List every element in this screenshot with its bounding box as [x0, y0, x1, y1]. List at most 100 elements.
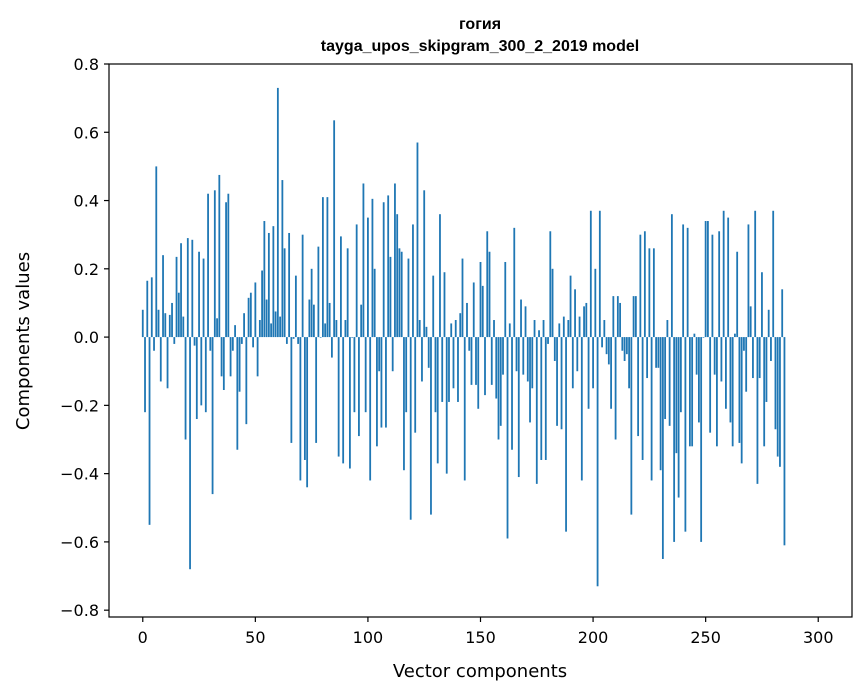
bar-248 — [700, 337, 703, 542]
bar-240 — [682, 224, 685, 338]
bar-51 — [256, 337, 259, 377]
bar-267 — [743, 337, 745, 351]
bar-67 — [292, 337, 295, 339]
bar-121 — [414, 337, 417, 433]
bar-261 — [729, 337, 732, 423]
bar-285 — [783, 337, 786, 546]
x-tick-label: 150 — [465, 628, 496, 647]
bar-257 — [720, 337, 723, 382]
bar-84 — [331, 337, 333, 358]
bar-37 — [225, 202, 227, 338]
bar-229 — [657, 337, 660, 368]
bar-250 — [704, 221, 707, 338]
bar-127 — [427, 337, 430, 368]
bar-145 — [468, 337, 471, 351]
bar-5 — [153, 337, 155, 351]
bar-245 — [693, 333, 696, 338]
bar-64 — [285, 337, 288, 344]
bar-162 — [506, 337, 509, 539]
bar-109 — [387, 195, 390, 338]
bar-130 — [434, 337, 437, 413]
bar-47 — [247, 297, 250, 338]
bar-111 — [391, 337, 394, 372]
bar-115 — [400, 251, 403, 338]
bar-234 — [668, 337, 671, 426]
bar-93 — [351, 337, 354, 338]
bar-41 — [234, 325, 236, 338]
bar-35 — [220, 337, 223, 377]
bar-86 — [335, 320, 338, 338]
bar-125 — [423, 190, 426, 338]
bar-201 — [594, 268, 597, 338]
bar-207 — [607, 337, 610, 365]
bar-87 — [337, 337, 340, 457]
bar-235 — [670, 214, 673, 338]
bar-57 — [270, 323, 273, 338]
bar-14 — [173, 337, 176, 344]
bar-63 — [283, 248, 286, 338]
plot-frame — [108, 63, 853, 618]
bar-117 — [405, 337, 408, 413]
bar-203 — [598, 210, 601, 338]
bar-195 — [580, 337, 583, 481]
x-tick-label: 0 — [138, 628, 148, 647]
bar-33 — [216, 318, 218, 338]
bar-30 — [209, 337, 212, 351]
bar-284 — [781, 289, 784, 338]
bar-279 — [770, 337, 772, 361]
bar-181 — [549, 231, 552, 338]
bar-71 — [301, 234, 304, 338]
bar-50 — [254, 282, 257, 338]
bar-281 — [774, 337, 777, 430]
bar-280 — [772, 210, 775, 338]
bar-132 — [439, 214, 441, 338]
bar-1 — [144, 337, 146, 413]
bar-107 — [382, 202, 385, 338]
bar-26 — [200, 337, 203, 406]
bar-155 — [490, 337, 493, 385]
bar-4 — [150, 277, 153, 338]
bar-79 — [319, 337, 322, 338]
x-axis-ticks: 0 50 100 150 200 250 300 — [138, 617, 834, 647]
bar-56 — [267, 232, 270, 338]
bar-2 — [146, 280, 149, 338]
bar-89 — [342, 337, 345, 464]
bar-72 — [303, 337, 306, 460]
bar-256 — [718, 231, 721, 338]
bar-178 — [542, 320, 545, 338]
bar-205 — [603, 320, 606, 338]
bar-238 — [677, 337, 680, 498]
bar-174 — [533, 320, 536, 338]
bar-129 — [432, 275, 435, 338]
bar-165 — [513, 227, 516, 338]
bar-9 — [162, 255, 164, 338]
bar-190 — [569, 275, 572, 338]
y-tick-label: −0.4 — [60, 465, 99, 484]
bar-239 — [679, 337, 682, 413]
bar-36 — [222, 337, 225, 390]
bar-172 — [529, 337, 531, 423]
bar-271 — [752, 337, 754, 379]
bar-135 — [445, 337, 448, 474]
bar-227 — [652, 248, 655, 338]
bar-12 — [168, 314, 171, 338]
bar-78 — [317, 246, 320, 338]
x-tick-label: 250 — [690, 628, 721, 647]
bar-22 — [191, 239, 194, 338]
bar-11 — [166, 337, 169, 389]
bar-122 — [416, 142, 419, 338]
bar-218 — [632, 296, 635, 338]
bar-159 — [499, 337, 502, 426]
bar-223 — [643, 231, 646, 338]
bar-177 — [540, 337, 543, 460]
bar-98 — [362, 183, 365, 338]
bar-65 — [288, 232, 291, 338]
bar-18 — [182, 316, 185, 338]
bar-85 — [333, 120, 336, 338]
bar-54 — [263, 221, 266, 338]
bar-273 — [756, 337, 759, 484]
y-tick-label: 0.6 — [74, 123, 99, 142]
bar-137 — [450, 323, 453, 338]
bar-163 — [508, 323, 511, 338]
